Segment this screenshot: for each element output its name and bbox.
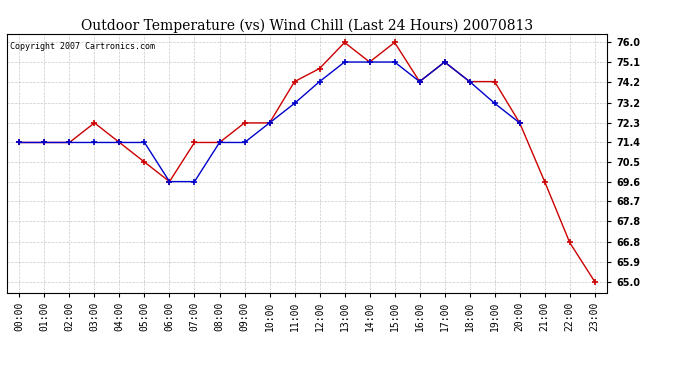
Text: Copyright 2007 Cartronics.com: Copyright 2007 Cartronics.com — [10, 42, 155, 51]
Title: Outdoor Temperature (vs) Wind Chill (Last 24 Hours) 20070813: Outdoor Temperature (vs) Wind Chill (Las… — [81, 18, 533, 33]
